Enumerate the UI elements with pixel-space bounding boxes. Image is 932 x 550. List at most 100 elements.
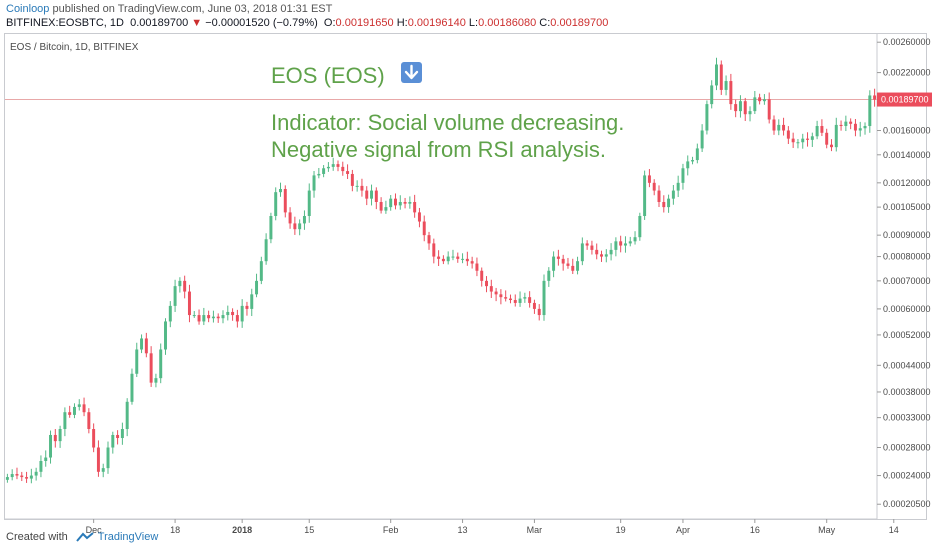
candle (456, 252, 460, 263)
down-arrow-icon (401, 62, 422, 83)
candle-body (63, 412, 67, 430)
candle-body (748, 111, 752, 115)
candle-body (120, 429, 124, 439)
x-tick-label: Apr (676, 525, 690, 535)
x-tick-label: Dec (86, 525, 103, 535)
candle-body (116, 434, 120, 439)
y-tick-label: 0.00028000 (883, 443, 931, 453)
candle (595, 243, 599, 260)
candle (125, 398, 129, 437)
candle-body (235, 315, 239, 322)
candle (758, 93, 762, 105)
candle-body (758, 97, 762, 102)
candle-body (432, 243, 436, 257)
candle (5, 473, 9, 483)
author-link[interactable]: Coinloop (6, 3, 50, 15)
candle (691, 156, 695, 165)
candle-body (379, 201, 383, 211)
candle-body (676, 182, 680, 191)
candle (815, 120, 819, 140)
tradingview-link[interactable]: TradingView (97, 531, 159, 543)
candle (868, 90, 872, 133)
candle (77, 399, 81, 411)
candle (671, 184, 675, 205)
candle (269, 212, 273, 244)
candle-body (216, 316, 220, 319)
candle (360, 178, 364, 197)
candle (154, 373, 158, 388)
candle (470, 256, 474, 269)
candle (676, 175, 680, 198)
candle-body (815, 126, 819, 137)
candle-body (782, 124, 786, 131)
x-tick-label: 13 (458, 525, 468, 535)
candle (518, 291, 522, 307)
candle (15, 467, 19, 480)
candle (772, 115, 776, 135)
current-price-value: 0.00189700 (881, 95, 929, 105)
candle-body (221, 315, 225, 319)
candle (53, 428, 57, 448)
candle-body (556, 256, 560, 259)
candle (82, 397, 86, 417)
candle (475, 257, 479, 277)
candle (791, 132, 795, 148)
candle (647, 169, 651, 188)
candle (302, 210, 306, 230)
candle-body (173, 286, 177, 306)
candle-body (374, 190, 378, 202)
candle-body (542, 280, 546, 316)
y-tick-label: 0.00020500 (883, 499, 931, 509)
candle-body (853, 123, 857, 131)
candle-body (283, 188, 287, 213)
candle-body (844, 121, 848, 127)
candle (10, 469, 14, 481)
candle-body (255, 280, 259, 295)
x-tick-label: 2018 (232, 525, 252, 535)
candle-body (576, 261, 580, 271)
candle (63, 407, 67, 437)
candle (686, 155, 690, 176)
candle-body (29, 475, 33, 479)
open-label: O: (323, 17, 336, 29)
candle (820, 119, 824, 137)
candle-body (183, 280, 187, 292)
candle (849, 118, 853, 130)
candle-body (580, 243, 584, 262)
candle (413, 194, 417, 218)
x-tick-label: Mar (527, 525, 543, 535)
candle (250, 288, 254, 317)
candle-body (140, 338, 144, 350)
candle (561, 254, 565, 271)
candle (274, 187, 278, 221)
candle (288, 207, 292, 229)
y-tick-label: 0.00080000 (883, 252, 931, 262)
candle-body (705, 104, 709, 131)
candle (652, 179, 656, 196)
candle (633, 231, 637, 245)
candle-body (125, 401, 129, 430)
candle (643, 170, 647, 220)
candle-body (298, 223, 302, 230)
candle (485, 276, 489, 293)
candle (801, 133, 805, 149)
candle (767, 92, 771, 124)
candle-body (231, 311, 235, 316)
low-value: 0.00186080 (478, 17, 537, 29)
candle-body (144, 338, 148, 354)
high-label: H: (396, 17, 408, 29)
candle (34, 467, 38, 481)
candle-body (657, 190, 661, 202)
candle (451, 249, 455, 261)
candle-body (604, 254, 608, 257)
y-tick-label: 0.00052000 (883, 330, 931, 340)
annotation-line-1: Indicator: Social volume decreasing. (271, 110, 624, 135)
candle-body (820, 126, 824, 133)
candle (25, 471, 29, 483)
candle-body (456, 256, 460, 259)
candle-body (667, 198, 671, 208)
candle (465, 251, 469, 266)
candle-body (15, 474, 19, 476)
candle-body (863, 126, 867, 129)
